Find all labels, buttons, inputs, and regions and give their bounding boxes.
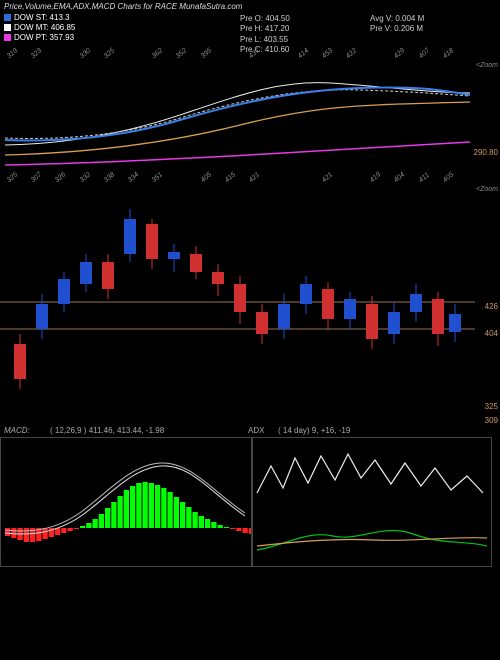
volume-info: Avg V: 0.004 MPre V: 0.206 M bbox=[370, 14, 424, 35]
candlestick-panel: <Zoom 426404325309 bbox=[0, 184, 500, 424]
indicator-row bbox=[0, 437, 500, 567]
zoom-tag-candle: <Zoom bbox=[476, 186, 498, 193]
legend-item: DOW PT: 357.93 bbox=[4, 33, 75, 42]
adx-title: ADX bbox=[248, 426, 278, 435]
upper-date-axis: 3193233303253623523954374144534224294074… bbox=[0, 46, 500, 60]
macd-params: ( 12,26,9 ) 411.46, 413.44, -1.98 bbox=[50, 426, 248, 435]
macd-title: MACD: bbox=[0, 426, 50, 435]
upper-price-label: 290.80 bbox=[474, 148, 498, 157]
adx-panel bbox=[252, 437, 492, 567]
candle-date-axis: 3253073263323383343514054154214214194044… bbox=[0, 170, 500, 184]
legend-item: DOW ST: 413.3 bbox=[4, 13, 75, 22]
zoom-tag-upper: <Zoom bbox=[476, 62, 498, 69]
ema-panel: <Zoom 290.80 bbox=[0, 60, 500, 170]
chart-title: Price,Volume,EMA,ADX,MACD Charts for RAC… bbox=[4, 2, 496, 11]
adx-params: ( 14 day) 9, +16, -19 bbox=[278, 426, 350, 435]
macd-panel bbox=[0, 437, 252, 567]
legend-item: DOW MT: 406.85 bbox=[4, 23, 75, 32]
